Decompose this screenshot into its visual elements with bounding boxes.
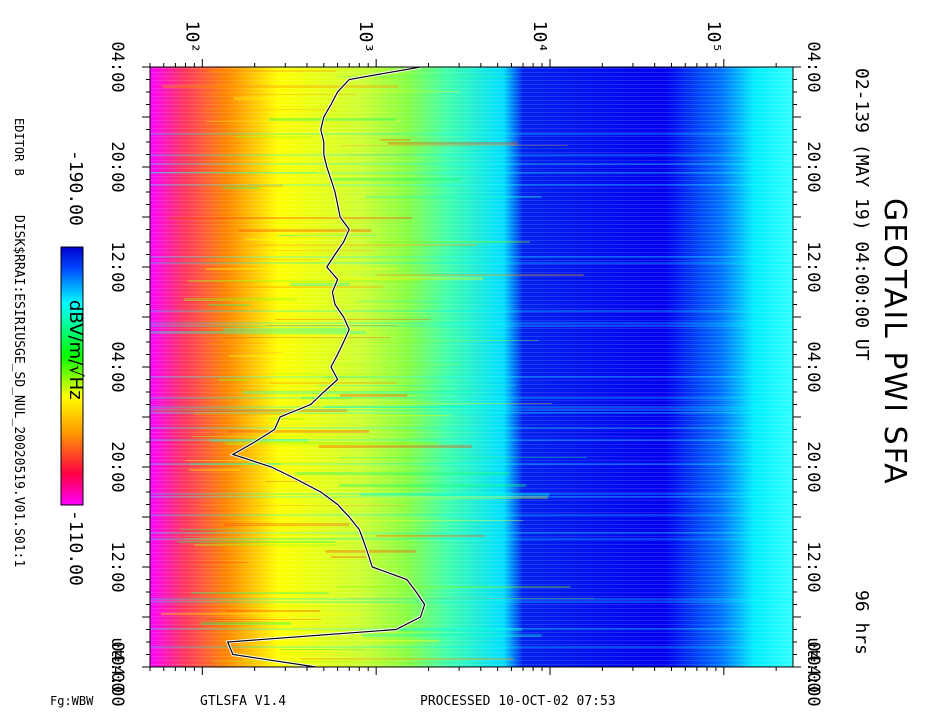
y-tick-label-right: 20:00 xyxy=(803,441,823,492)
y-tick-label-left: 20:00 xyxy=(107,441,127,492)
x-tick-label: 10³ xyxy=(355,21,376,54)
x-tick-label: 10² xyxy=(181,21,202,54)
ut-label-right: ut xyxy=(803,637,823,657)
duration-label: 96 hrs xyxy=(851,590,872,656)
date-line: 02-139 (MAY 19) 04:00:00 UT xyxy=(851,68,872,361)
y-tick-label-right: 04:00 xyxy=(803,41,823,92)
y-tick-label-right: 04:00 xyxy=(803,341,823,392)
y-tick-label-left: 04:00 xyxy=(107,641,127,692)
colorbar-unit-label: dBV/m/√Hz xyxy=(65,300,86,400)
y-bottom-label-right: 04:00 xyxy=(803,655,823,706)
y-tick-label-left: 04:00 xyxy=(107,341,127,392)
x-tick-label: 10⁴ xyxy=(529,21,550,54)
x-tick-label: 10⁵ xyxy=(703,21,724,54)
ut-label-left: ut xyxy=(107,637,127,657)
y-tick-label-left: 20:00 xyxy=(107,141,127,192)
colorbar-max-label: -110.00 xyxy=(65,510,86,586)
y-tick-label-left: 04:00 xyxy=(107,41,127,92)
y-tick-label-right: 12:00 xyxy=(803,541,823,592)
y-tick-label-left: 12:00 xyxy=(107,541,127,592)
disk-path-label: DISK$RRAI:ESIRIUSGE_SD_NUL_20020519.V01.… xyxy=(11,215,26,568)
footer-version: GTLSFA V1.4 xyxy=(200,694,287,709)
colorbar-min-label: -190.00 xyxy=(65,150,86,226)
y-tick-label-right: 04:00 xyxy=(803,641,823,692)
cutoff-line-core xyxy=(226,67,426,667)
y-tick-label-right: 20:00 xyxy=(803,141,823,192)
chart-title: GEOTAIL PWI SFA xyxy=(877,198,912,486)
footer-processed: PROCESSED 10-OCT-02 07:53 xyxy=(420,694,616,709)
y-bottom-label-left: 04:00 xyxy=(107,655,127,706)
footer-id: Fg:WBW xyxy=(50,694,94,708)
y-tick-label-right: 12:00 xyxy=(803,241,823,292)
y-tick-label-left: 12:00 xyxy=(107,241,127,292)
editor-label: EDITOR B xyxy=(12,118,26,176)
